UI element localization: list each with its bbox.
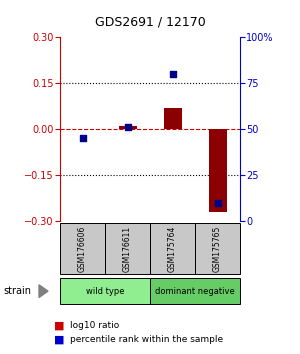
Point xyxy=(125,125,130,130)
Text: GSM175765: GSM175765 xyxy=(213,225,222,272)
Polygon shape xyxy=(39,285,48,297)
Text: strain: strain xyxy=(3,286,31,296)
Point xyxy=(215,200,220,206)
Text: wild type: wild type xyxy=(86,287,124,296)
Text: dominant negative: dominant negative xyxy=(155,287,235,296)
Point xyxy=(170,71,175,77)
Bar xyxy=(164,108,181,129)
Text: percentile rank within the sample: percentile rank within the sample xyxy=(70,335,224,344)
Text: log10 ratio: log10 ratio xyxy=(70,321,120,330)
Text: GDS2691 / 12170: GDS2691 / 12170 xyxy=(94,16,206,29)
Text: ■: ■ xyxy=(54,335,64,345)
Text: GSM176606: GSM176606 xyxy=(78,225,87,272)
Point xyxy=(80,136,85,141)
Text: ■: ■ xyxy=(54,321,64,331)
Bar xyxy=(208,129,226,212)
Bar xyxy=(118,126,136,129)
Text: GSM176611: GSM176611 xyxy=(123,225,132,272)
Text: GSM175764: GSM175764 xyxy=(168,225,177,272)
